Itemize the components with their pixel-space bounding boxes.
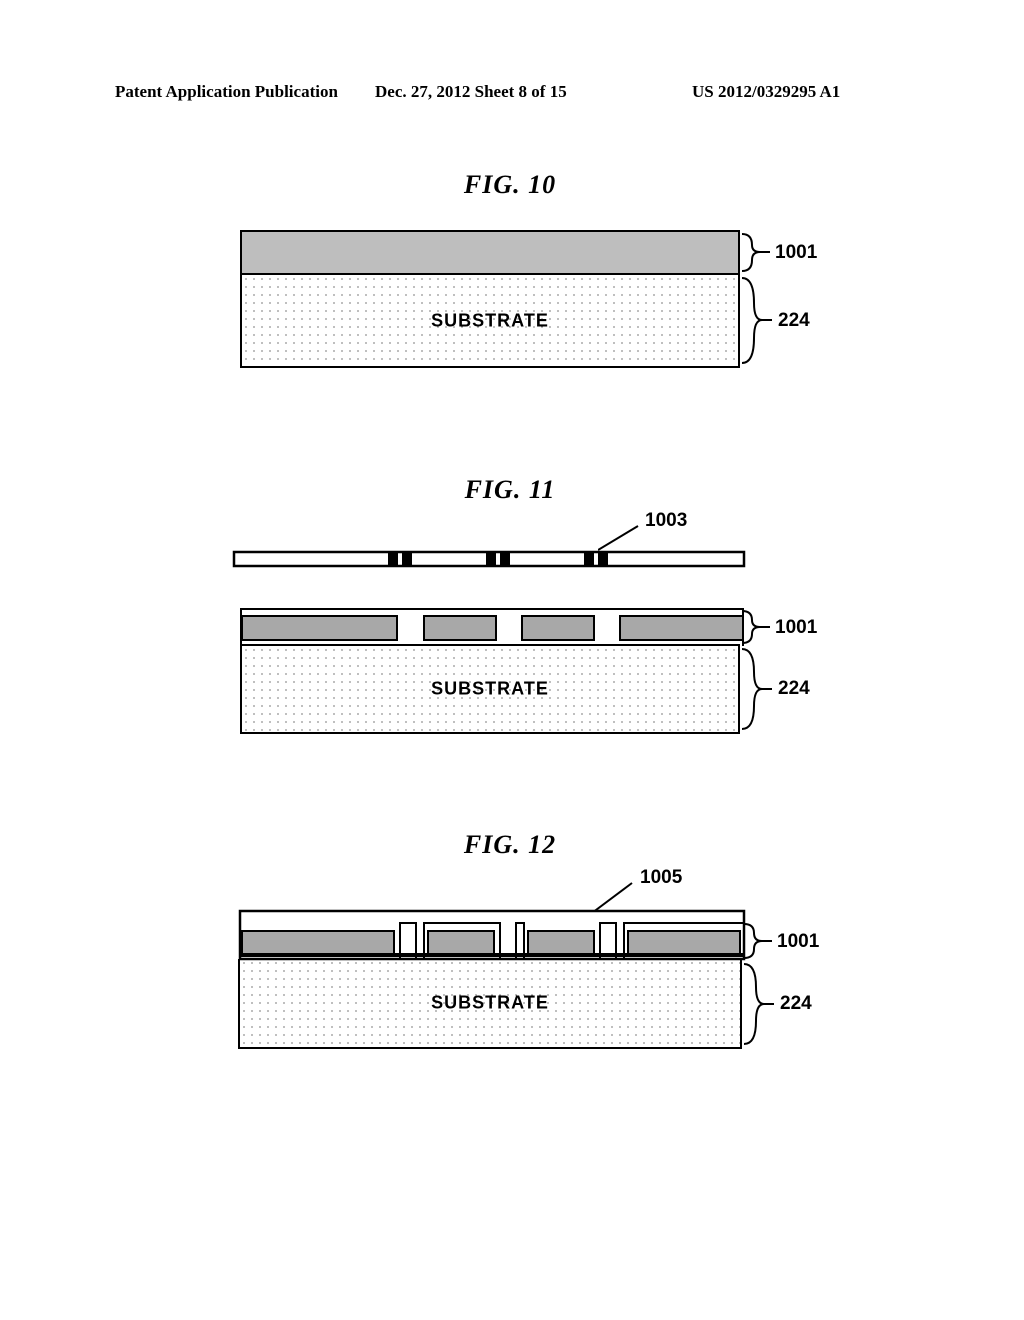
fig10-substrate-label: SUBSTRATE: [431, 310, 549, 331]
fig11-label-1003: 1003: [645, 510, 687, 532]
fig10-label-1001: 1001: [775, 242, 817, 264]
figures-container: FIG. 10 SUBSTRATE 1001 224 FIG. 11: [150, 140, 870, 1075]
fig11-substrate-label: SUBSTRATE: [431, 679, 549, 700]
fig11-mask-bar: [230, 550, 750, 568]
fig-11-title: FIG. 11: [150, 475, 870, 505]
fig-12: 1005 SUBSTRATE 1001 224: [230, 875, 790, 1075]
fig12-callout-224-brace: [744, 959, 774, 1049]
fig10-callout-224-brace: [742, 273, 772, 368]
fig11-substrate: SUBSTRATE: [240, 644, 740, 734]
fig12-label-1005: 1005: [640, 867, 682, 889]
fig11-top-layer: [240, 608, 744, 646]
header-publication: Patent Application Publication: [115, 82, 338, 102]
fig10-top-layer: [240, 230, 740, 275]
fig-10: SUBSTRATE 1001 224: [230, 230, 790, 400]
fig12-substrate-label: SUBSTRATE: [431, 993, 549, 1014]
fig11-callout-224-brace: [742, 644, 772, 734]
fig12-label-1001: 1001: [777, 931, 819, 953]
fig-12-title: FIG. 12: [150, 830, 870, 860]
fig11-callout-1001-brace: [742, 608, 772, 646]
fig12-substrate: SUBSTRATE: [238, 959, 742, 1049]
fig12-layers: [238, 909, 746, 961]
fig10-label-224: 224: [778, 310, 810, 332]
fig10-callout-1001-brace: [742, 230, 772, 275]
fig12-callout-1001-brace: [744, 921, 774, 961]
header-doc-number: US 2012/0329295 A1: [692, 82, 840, 102]
fig12-label-224: 224: [780, 993, 812, 1015]
fig10-substrate: SUBSTRATE: [240, 273, 740, 368]
fig-11: 1003 SUBSTRATE 1001 224: [230, 520, 790, 750]
fig11-label-224: 224: [778, 678, 810, 700]
fig-10-title: FIG. 10: [150, 170, 870, 200]
fig11-label-1001: 1001: [775, 617, 817, 639]
header-date-sheet: Dec. 27, 2012 Sheet 8 of 15: [375, 82, 567, 102]
